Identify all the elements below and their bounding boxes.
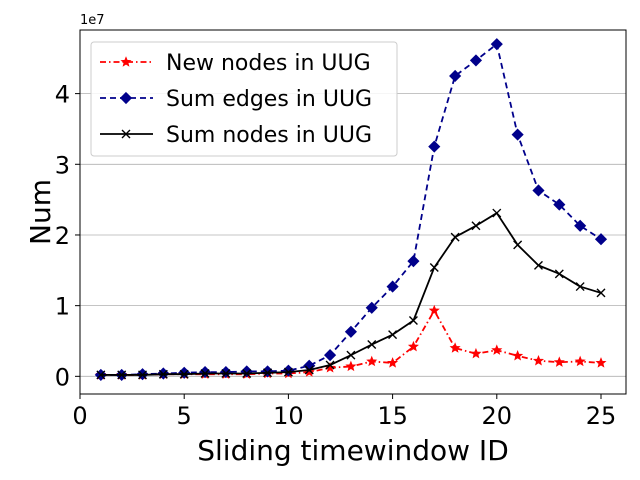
data-point (407, 255, 420, 268)
y-tick-label: 4 (55, 81, 70, 109)
data-point (574, 355, 586, 367)
legend-marker (120, 56, 132, 67)
data-point (263, 368, 273, 378)
y-tick-label: 1 (55, 293, 70, 321)
plot-frame (79, 29, 627, 395)
y-tick-label: 3 (55, 151, 70, 179)
data-point (450, 232, 460, 242)
data-point (408, 315, 418, 325)
y-tick-label: 2 (55, 222, 70, 250)
data-point (345, 360, 357, 372)
x-tick-label: 15 (377, 402, 408, 430)
data-point (96, 370, 106, 380)
legend-marker (121, 129, 131, 139)
data-point (575, 282, 585, 292)
data-point (324, 349, 337, 362)
data-point (200, 369, 210, 378)
data-point (470, 347, 482, 359)
data-point (533, 260, 543, 270)
legend-label: Sum nodes in UUG (166, 123, 372, 148)
data-point (490, 38, 503, 51)
y-tick-label: 0 (55, 363, 70, 391)
data-point (429, 262, 439, 272)
data-point (346, 350, 356, 360)
legend-label: Sum edges in UUG (166, 87, 372, 112)
data-point (428, 304, 440, 316)
data-point (283, 367, 293, 377)
data-point (386, 280, 399, 293)
grid-lines (80, 93, 626, 377)
data-point (595, 357, 607, 368)
data-point (469, 54, 483, 67)
data-point (138, 370, 148, 380)
x-tick-label: 25 (586, 402, 617, 430)
data-point (344, 325, 357, 338)
data-point (532, 354, 544, 366)
series-group (94, 38, 608, 381)
x-tick-label: 0 (72, 402, 87, 430)
legend: New nodes in UUG Sum edges in UUG Sum node… (90, 41, 398, 157)
data-point (367, 340, 377, 350)
data-point (221, 369, 231, 378)
data-point (179, 369, 189, 379)
data-point (596, 288, 606, 298)
data-point (242, 369, 252, 378)
data-point (594, 233, 608, 246)
data-point (491, 344, 503, 355)
data-point (574, 219, 587, 232)
data-point (471, 221, 481, 231)
x-tick-label: 10 (273, 402, 304, 430)
axis-ticks: 0 5 10 15 20 25 0 1 2 3 4 (55, 81, 617, 430)
legend-marker (119, 91, 133, 105)
data-point (449, 69, 462, 83)
data-point (407, 340, 419, 352)
y-axis-multiplier: 1e7 (80, 13, 105, 28)
data-point (512, 350, 524, 361)
x-tick-label: 5 (177, 402, 192, 430)
data-point (554, 269, 564, 279)
x-axis-label: Sliding timewindow ID (197, 434, 509, 467)
data-point (513, 240, 523, 250)
x-tick-label: 20 (482, 402, 513, 430)
data-point (553, 198, 566, 211)
data-point (325, 360, 335, 370)
y-axis-label: Num (24, 179, 57, 245)
data-point (388, 330, 398, 340)
data-point (365, 301, 378, 314)
data-point (158, 369, 168, 379)
data-point (449, 342, 461, 353)
data-point (532, 184, 545, 197)
data-point (553, 356, 565, 367)
data-point (511, 128, 524, 141)
data-point (117, 370, 127, 380)
data-point (366, 355, 378, 367)
legend-box (90, 41, 398, 157)
series (96, 208, 606, 380)
legend-label: New nodes in UUG (166, 51, 371, 76)
data-point (387, 357, 399, 368)
data-point (492, 208, 502, 218)
data-point (304, 365, 314, 375)
data-point (428, 140, 441, 153)
